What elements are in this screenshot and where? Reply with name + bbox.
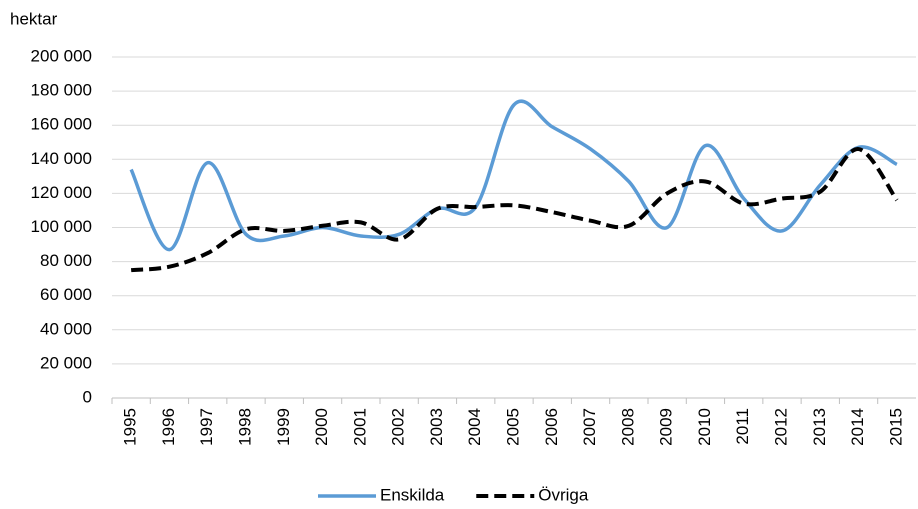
x-tick-label: 2014	[848, 408, 867, 446]
y-tick-label: 200 000	[31, 46, 92, 65]
y-tick-label: 0	[83, 387, 92, 406]
legend-label: Enskilda	[380, 485, 445, 504]
x-tick-label: 1999	[274, 408, 293, 446]
x-tick-label: 2007	[580, 408, 599, 446]
x-tick-label: 2010	[695, 408, 714, 446]
y-tick-label: 60 000	[40, 285, 92, 304]
y-tick-label: 40 000	[40, 319, 92, 338]
y-tick-label: 160 000	[31, 115, 92, 134]
series-line	[130, 147, 899, 273]
x-tick-label: 1996	[159, 408, 178, 446]
x-tick-label: 2005	[503, 408, 522, 446]
x-tick-label: 2002	[389, 408, 408, 446]
x-tick-label: 2009	[657, 408, 676, 446]
y-axis-label: hektar	[10, 9, 58, 28]
x-tick-label: 1997	[197, 408, 216, 446]
y-tick-label: 100 000	[31, 217, 92, 236]
x-tick-label: 2015	[886, 408, 905, 446]
y-tick-label: 180 000	[31, 81, 92, 100]
y-tick-label: 20 000	[40, 353, 92, 372]
series-line	[129, 99, 898, 252]
y-tick-label: 80 000	[40, 251, 92, 270]
y-tick-label: 120 000	[31, 183, 92, 202]
legend-label: Övriga	[538, 485, 589, 504]
x-tick-label: 2011	[733, 408, 752, 445]
y-tick-label: 140 000	[31, 149, 92, 168]
x-tick-label: 2001	[350, 408, 369, 446]
x-tick-label: 1995	[121, 408, 140, 446]
x-tick-label: 2003	[427, 408, 446, 446]
x-tick-label: 2012	[771, 408, 790, 446]
x-tick-label: 2004	[465, 408, 484, 446]
x-tick-label: 2006	[542, 408, 561, 446]
x-tick-label: 2013	[810, 408, 829, 446]
x-tick-label: 2008	[618, 408, 637, 446]
x-tick-label: 1998	[235, 408, 254, 446]
x-tick-label: 2000	[312, 408, 331, 446]
